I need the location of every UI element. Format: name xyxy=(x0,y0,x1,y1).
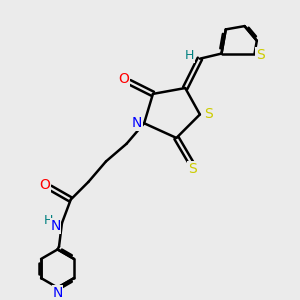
Text: N: N xyxy=(50,219,61,233)
Text: S: S xyxy=(256,48,265,62)
Text: O: O xyxy=(40,178,50,192)
Text: S: S xyxy=(204,107,212,122)
Text: N: N xyxy=(132,116,142,130)
Text: S: S xyxy=(188,162,197,176)
Text: H: H xyxy=(44,214,53,226)
Text: H: H xyxy=(185,49,194,62)
Text: O: O xyxy=(119,72,130,86)
Text: N: N xyxy=(52,286,63,300)
